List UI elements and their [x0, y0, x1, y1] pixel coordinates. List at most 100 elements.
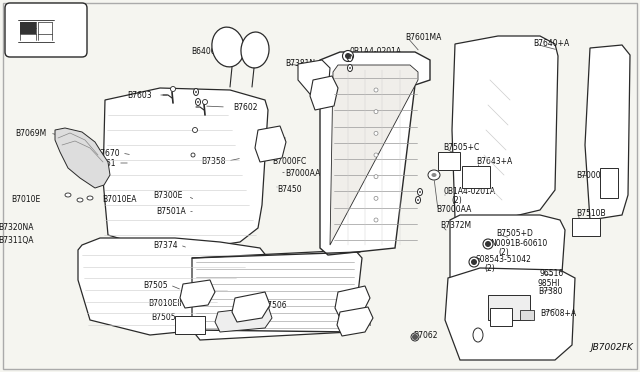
Ellipse shape — [349, 57, 351, 59]
Bar — [572, 218, 600, 236]
Polygon shape — [215, 306, 272, 332]
Bar — [438, 152, 460, 170]
Ellipse shape — [349, 67, 351, 69]
Circle shape — [471, 259, 477, 265]
Text: B7000FC: B7000FC — [272, 157, 307, 166]
Polygon shape — [335, 286, 370, 318]
Text: B6400: B6400 — [191, 46, 216, 55]
Text: B7322M: B7322M — [255, 138, 286, 147]
Ellipse shape — [193, 89, 198, 96]
Ellipse shape — [415, 196, 420, 203]
Bar — [20, 22, 36, 34]
Circle shape — [485, 241, 491, 247]
Text: S08543-51042: S08543-51042 — [476, 254, 532, 263]
Ellipse shape — [65, 193, 71, 197]
Text: 0B1A4-0201A: 0B1A4-0201A — [443, 187, 495, 196]
Text: B7069M: B7069M — [15, 128, 46, 138]
Text: B7670: B7670 — [95, 148, 120, 157]
Text: B7000FB: B7000FB — [576, 171, 610, 180]
Ellipse shape — [374, 175, 378, 179]
Text: B7603: B7603 — [127, 90, 152, 99]
Bar — [462, 166, 490, 188]
Polygon shape — [330, 65, 418, 245]
Ellipse shape — [374, 110, 378, 114]
Polygon shape — [450, 215, 565, 345]
Text: B7311QA: B7311QA — [0, 235, 34, 244]
Text: B7300E: B7300E — [154, 192, 183, 201]
Ellipse shape — [342, 51, 353, 61]
Text: 96516: 96516 — [540, 269, 564, 279]
Text: B7374: B7374 — [154, 241, 178, 250]
Polygon shape — [445, 268, 575, 360]
Text: B7643+A: B7643+A — [476, 157, 512, 167]
Ellipse shape — [411, 333, 419, 341]
Text: B7358: B7358 — [202, 157, 226, 166]
Polygon shape — [78, 238, 268, 335]
Circle shape — [412, 334, 418, 340]
Ellipse shape — [195, 99, 200, 106]
Text: (2): (2) — [484, 263, 495, 273]
Text: B7000AA: B7000AA — [436, 205, 472, 215]
Polygon shape — [585, 45, 630, 220]
Text: 0B1A4-0201A: 0B1A4-0201A — [350, 46, 402, 55]
Ellipse shape — [419, 191, 421, 193]
Text: B7559: B7559 — [336, 301, 360, 310]
Text: B7602: B7602 — [233, 103, 257, 112]
Text: B7610P: B7610P — [310, 78, 339, 87]
Text: (2): (2) — [451, 196, 461, 205]
Text: (2): (2) — [358, 55, 369, 64]
Text: B7608+A: B7608+A — [540, 308, 576, 317]
Bar — [520, 310, 534, 320]
Polygon shape — [55, 128, 110, 188]
Ellipse shape — [191, 153, 195, 157]
Ellipse shape — [348, 64, 353, 71]
Bar — [488, 295, 530, 320]
Text: B7640+A: B7640+A — [533, 39, 569, 48]
Polygon shape — [310, 76, 338, 110]
Ellipse shape — [374, 218, 378, 222]
Polygon shape — [103, 88, 268, 250]
Text: B7063: B7063 — [489, 307, 514, 315]
Ellipse shape — [483, 239, 493, 249]
Polygon shape — [337, 307, 373, 336]
Ellipse shape — [241, 32, 269, 68]
Text: B7506: B7506 — [262, 301, 287, 311]
Polygon shape — [232, 292, 270, 322]
Text: B7066M: B7066M — [340, 318, 371, 327]
Text: JB7002FK: JB7002FK — [590, 343, 633, 353]
Ellipse shape — [212, 27, 244, 67]
Circle shape — [345, 53, 351, 59]
Text: B7000AA: B7000AA — [285, 169, 321, 177]
Text: 985HI: 985HI — [538, 279, 561, 288]
Ellipse shape — [417, 199, 419, 201]
Ellipse shape — [77, 198, 83, 202]
Polygon shape — [255, 126, 286, 162]
Ellipse shape — [87, 196, 93, 200]
Text: B7010EII: B7010EII — [148, 299, 182, 308]
Text: B7501A: B7501A — [156, 206, 186, 215]
Text: B7510B: B7510B — [576, 208, 605, 218]
Polygon shape — [180, 280, 215, 308]
Ellipse shape — [417, 189, 422, 196]
Ellipse shape — [374, 153, 378, 157]
Ellipse shape — [348, 55, 353, 61]
Bar — [490, 308, 512, 326]
Polygon shape — [298, 60, 330, 100]
Text: B7010EA: B7010EA — [102, 195, 136, 203]
Text: B7505: B7505 — [152, 312, 176, 321]
Ellipse shape — [374, 88, 378, 92]
Ellipse shape — [170, 87, 175, 92]
Text: B7505+D: B7505+D — [496, 230, 533, 238]
Ellipse shape — [195, 91, 197, 93]
Bar — [600, 168, 618, 198]
Ellipse shape — [197, 101, 199, 103]
Text: (2): (2) — [498, 247, 509, 257]
Text: B7320NA: B7320NA — [0, 224, 34, 232]
FancyBboxPatch shape — [5, 3, 87, 57]
Text: N0091B-60610: N0091B-60610 — [490, 238, 547, 247]
Polygon shape — [452, 36, 558, 220]
Bar — [175, 316, 205, 334]
Ellipse shape — [469, 257, 479, 267]
Ellipse shape — [431, 173, 436, 177]
Text: B7450: B7450 — [277, 185, 301, 193]
